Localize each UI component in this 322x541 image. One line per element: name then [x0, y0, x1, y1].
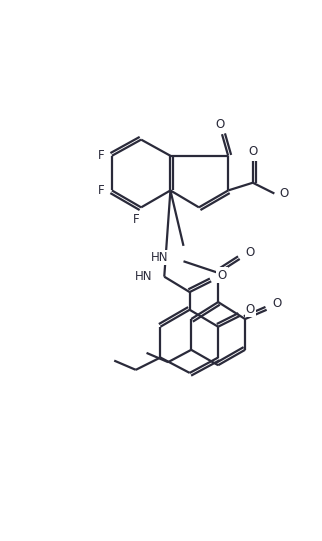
Text: O: O [216, 118, 225, 131]
Text: O: O [279, 187, 288, 200]
Text: F: F [98, 184, 104, 197]
Text: O: O [273, 297, 282, 310]
Text: O: O [246, 304, 255, 316]
Text: O: O [248, 146, 257, 159]
Text: O: O [246, 246, 255, 259]
Text: O: O [217, 269, 227, 282]
Text: HN: HN [134, 270, 152, 283]
Text: F: F [133, 213, 140, 226]
Text: F: F [98, 149, 104, 162]
Text: HN: HN [151, 251, 168, 264]
